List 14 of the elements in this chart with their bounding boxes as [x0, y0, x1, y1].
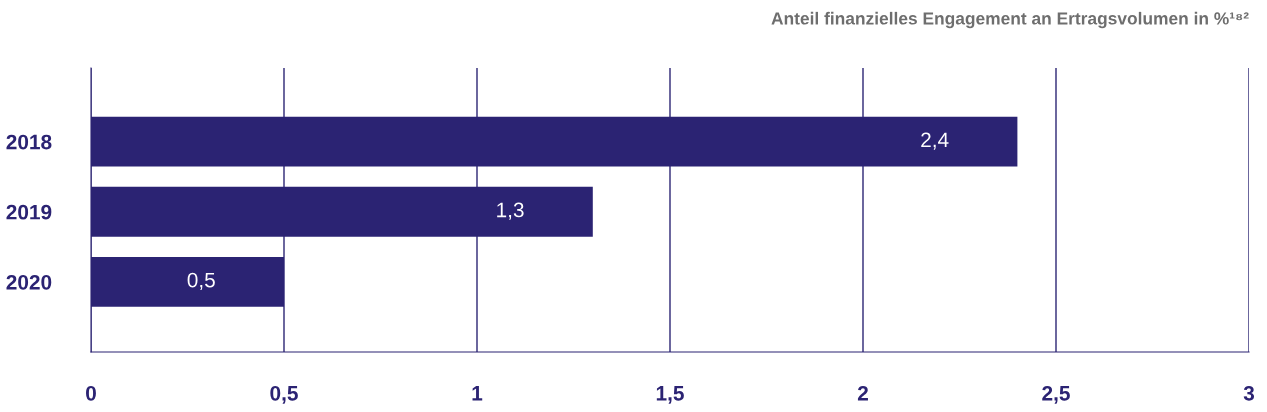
- data-label: 2,4: [921, 132, 949, 150]
- x-tick-label: 1,5: [656, 386, 684, 404]
- y-tick-label: 2018: [6, 134, 52, 150]
- x-tick-label: 0: [86, 385, 96, 401]
- chart-title: Anteil finanzielles Engagement an Ertragsvolumen in %¹⁸²: [771, 11, 1249, 29]
- x-tick-label: 3: [1243, 385, 1255, 401]
- x-tick-label: 0,5: [270, 385, 298, 404]
- x-tick-label: 1: [472, 386, 483, 401]
- data-label: 0,5: [187, 272, 215, 290]
- y-tick-label: 2020: [6, 274, 52, 290]
- data-label: 1,3: [497, 202, 524, 220]
- x-tick-label: 2: [857, 385, 868, 401]
- x-tick-label: 2,5: [1042, 385, 1070, 404]
- y-tick-label: 2019: [6, 204, 52, 220]
